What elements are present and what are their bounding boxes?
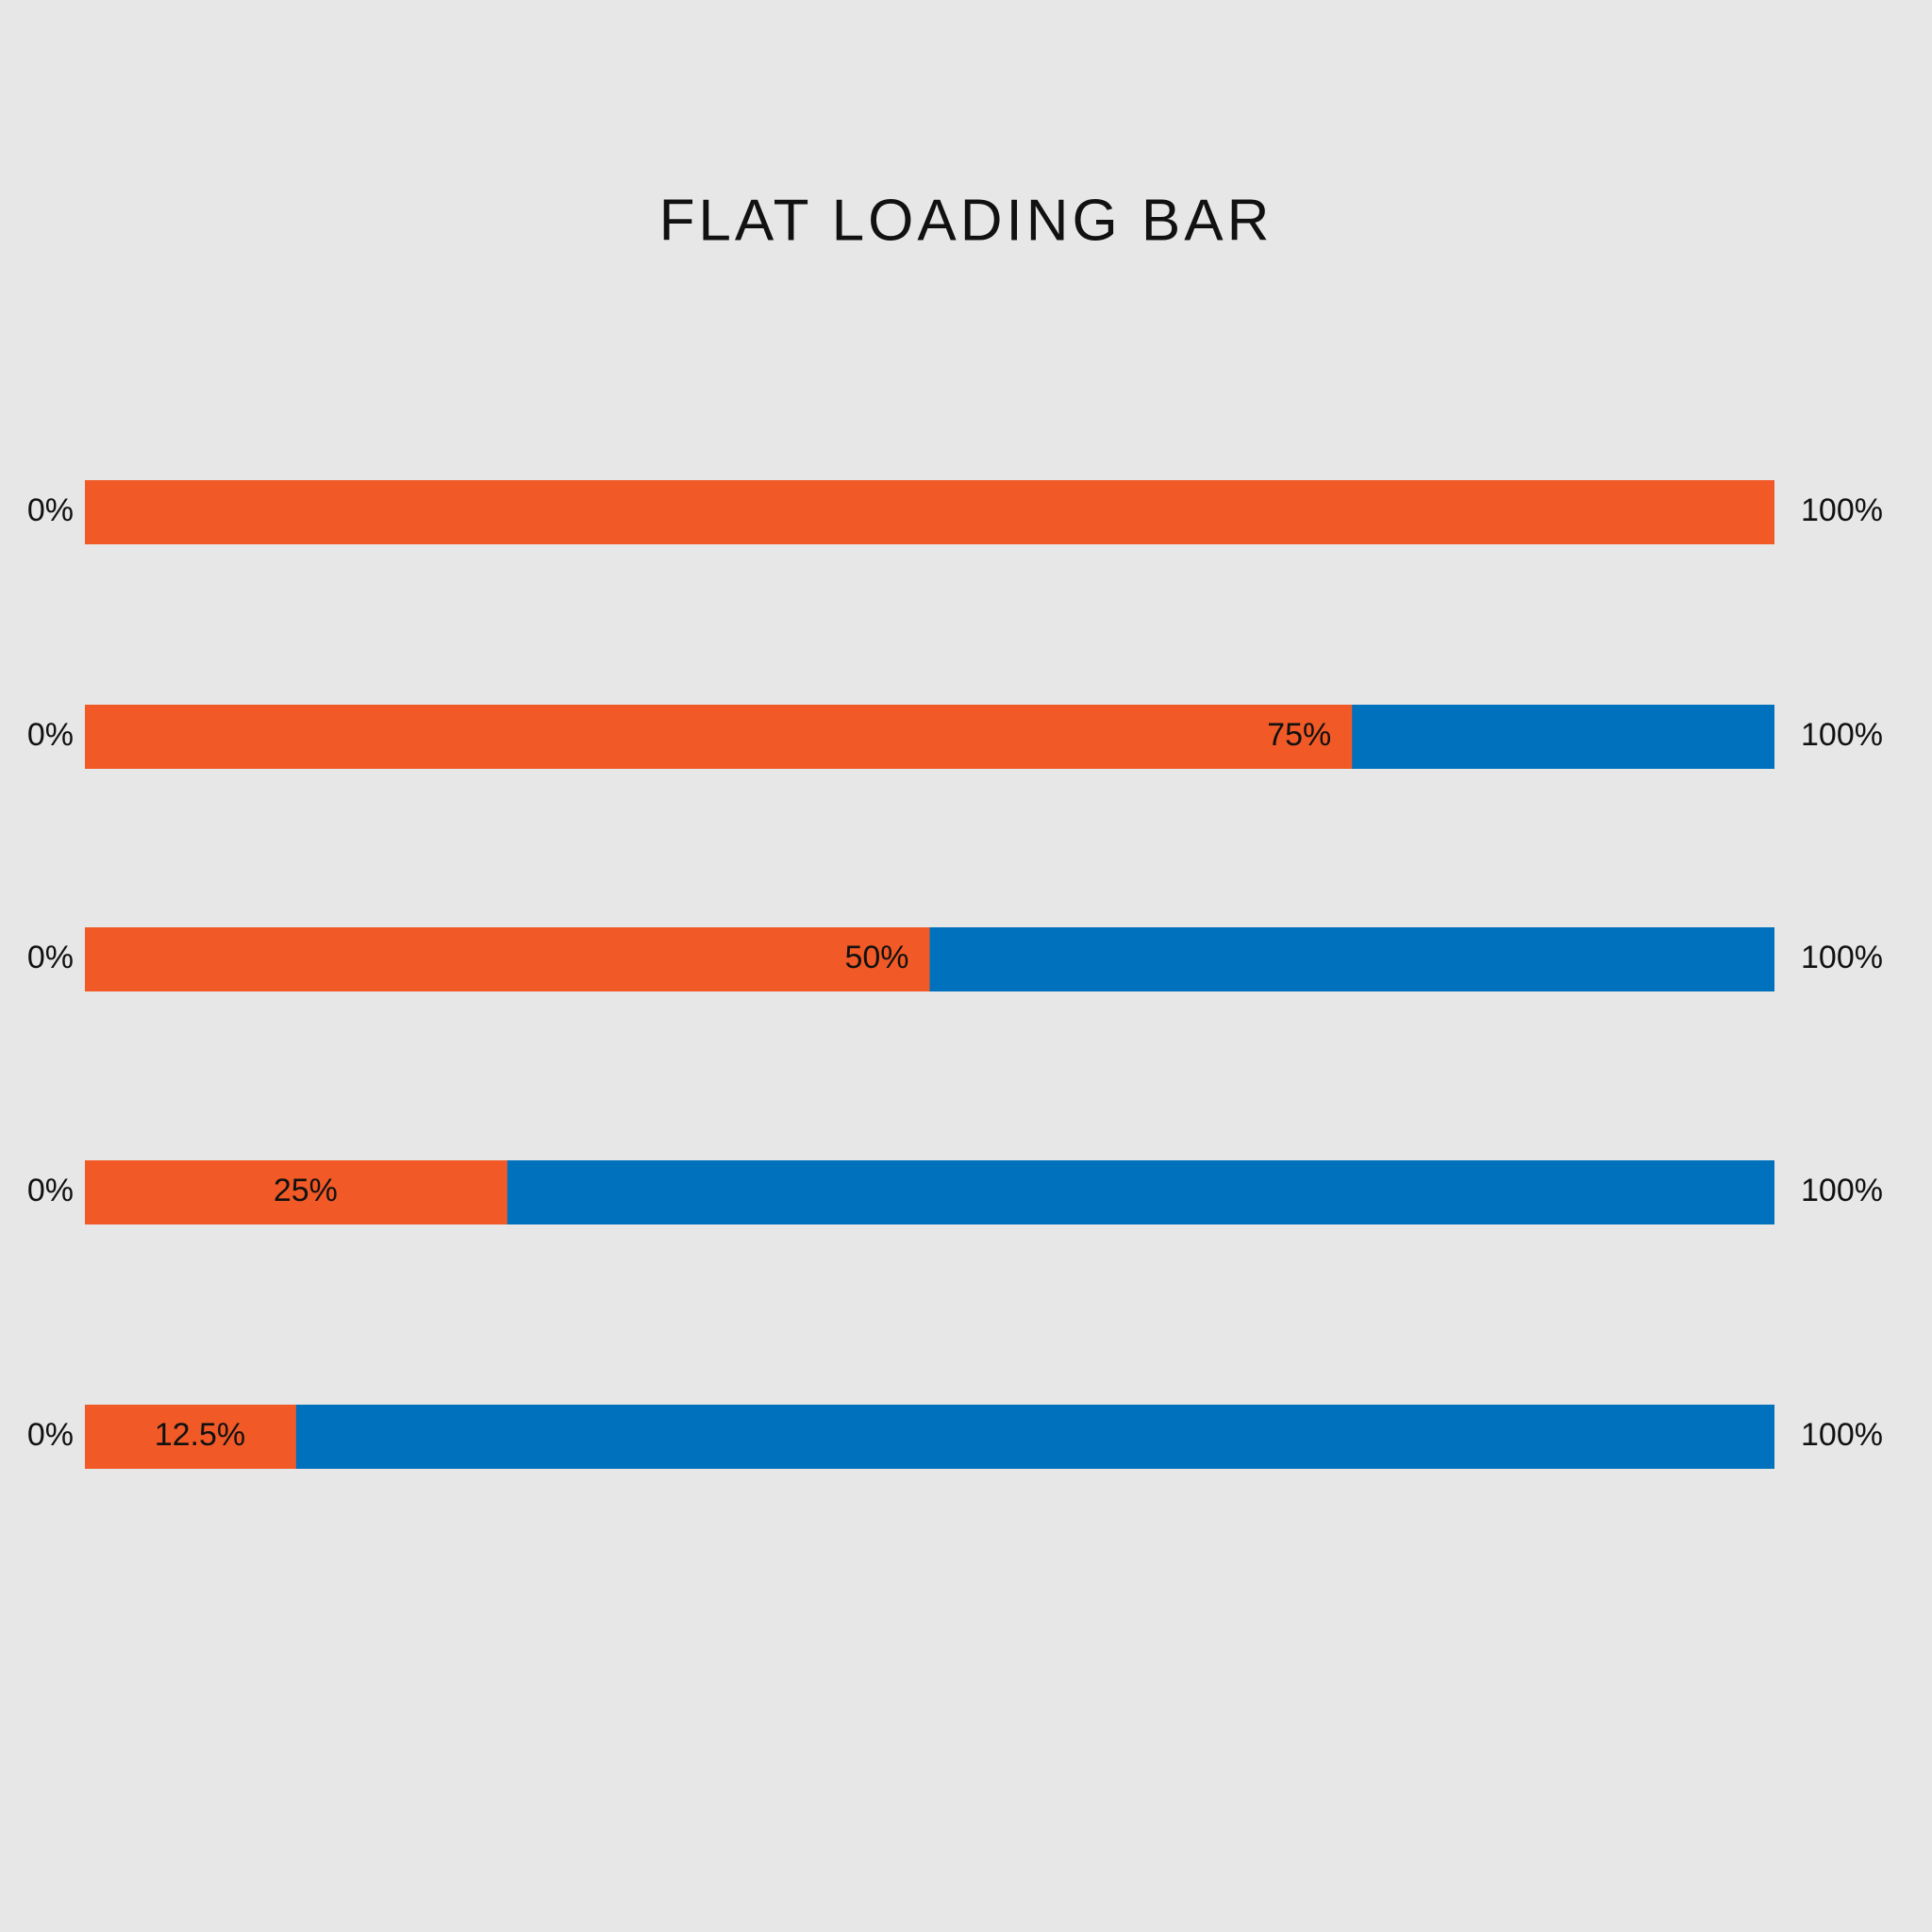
max-label: 100% <box>1801 492 1883 528</box>
value-label: 12.5% <box>155 1417 245 1453</box>
max-label: 100% <box>1801 1417 1883 1453</box>
progress-fill <box>85 1160 508 1224</box>
max-label: 100% <box>1801 940 1883 975</box>
progress-fill <box>85 927 930 991</box>
title: FLAT LOADING BAR <box>659 188 1274 253</box>
min-label: 0% <box>27 492 74 528</box>
value-label: 75% <box>1267 717 1331 753</box>
min-label: 0% <box>27 1173 74 1208</box>
min-label: 0% <box>27 940 74 975</box>
progress-track <box>85 1405 1774 1469</box>
progress-fill <box>85 705 1353 769</box>
value-label: 50% <box>844 940 908 975</box>
progress-fill <box>85 480 1774 544</box>
min-label: 0% <box>27 717 74 753</box>
progress-fill <box>85 1405 296 1469</box>
value-label: 25% <box>274 1173 338 1208</box>
max-label: 100% <box>1801 1173 1883 1208</box>
max-label: 100% <box>1801 717 1883 753</box>
min-label: 0% <box>27 1417 74 1453</box>
